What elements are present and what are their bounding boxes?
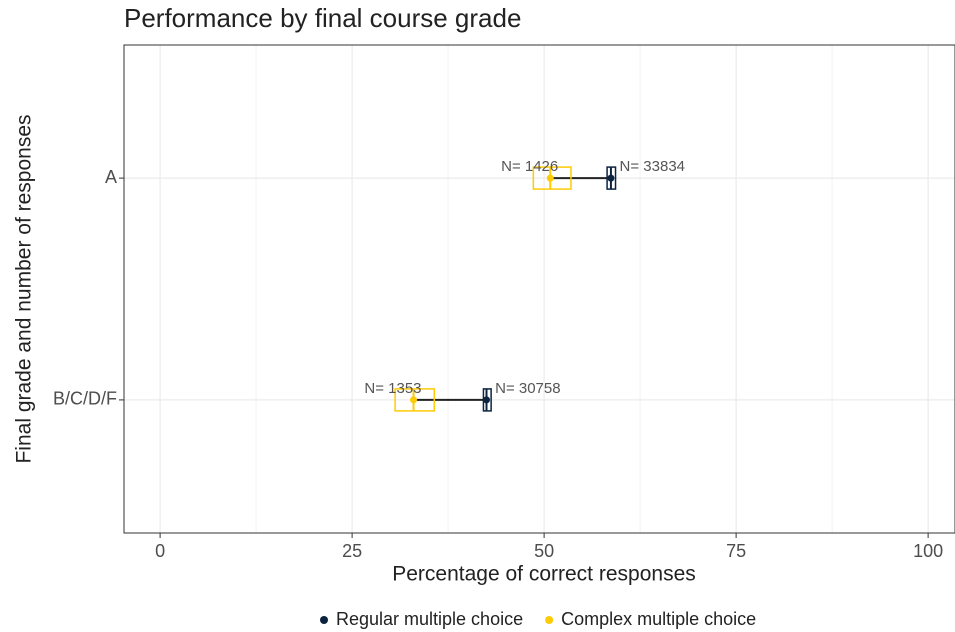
y-axis-title: Final grade and number of responses — [13, 114, 36, 463]
point — [483, 396, 491, 404]
x-tick-label: 50 — [534, 541, 554, 561]
point — [607, 174, 615, 182]
n-label: N= 33834 — [620, 158, 685, 175]
legend-marker — [545, 616, 554, 624]
y-tick-label: B/C/D/F — [53, 389, 117, 409]
legend-label: Regular multiple choice — [336, 609, 523, 629]
x-tick-label: 100 — [913, 541, 943, 561]
interval-box — [532, 166, 572, 190]
x-tick-label: 25 — [342, 541, 362, 561]
n-label: N= 30758 — [495, 380, 560, 397]
x-tick-label: 75 — [726, 541, 746, 561]
n-label: N= 1353 — [364, 380, 421, 397]
point — [546, 174, 554, 182]
point — [410, 396, 418, 404]
y-tick-label: A — [105, 167, 117, 187]
interval-box — [394, 388, 436, 412]
chart-title: Performance by final course grade — [124, 3, 521, 33]
panel-border — [123, 44, 955, 534]
legend-marker — [320, 616, 328, 624]
n-label: N= 1426 — [501, 158, 558, 175]
x-tick-label: 0 — [155, 541, 165, 561]
legend-label: Complex multiple choice — [561, 609, 756, 629]
x-axis-title: Percentage of correct responses — [392, 563, 696, 586]
